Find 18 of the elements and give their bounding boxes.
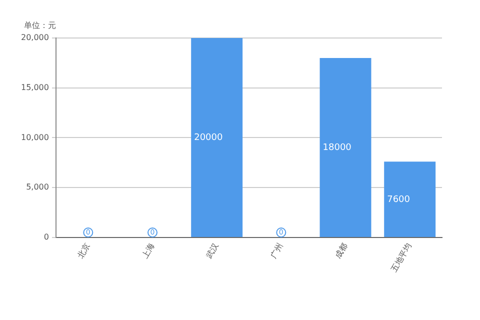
y-tick-label: 5,000	[26, 182, 49, 192]
y-tick-label: 20,000	[20, 33, 49, 42]
x-tick-label: 五地平均	[390, 241, 414, 274]
y-tick-label: 0	[44, 232, 49, 242]
x-tick-label: 成都	[333, 241, 350, 260]
data-label: 20000	[194, 133, 223, 144]
bar	[191, 38, 243, 237]
x-tick-label: 武汉	[204, 241, 220, 260]
data-label: 18000	[322, 143, 352, 154]
y-axis-title: 单位：元	[24, 21, 56, 30]
data-label: 7600	[387, 194, 410, 205]
y-tick-label: 15,000	[20, 82, 49, 92]
x-tick-label: 上海	[140, 241, 156, 260]
bar	[384, 162, 436, 237]
bar	[320, 58, 372, 237]
y-tick-label: 10,000	[20, 132, 49, 142]
x-tick-label: 北京	[76, 241, 92, 260]
x-tick-label: 广州	[268, 241, 285, 260]
